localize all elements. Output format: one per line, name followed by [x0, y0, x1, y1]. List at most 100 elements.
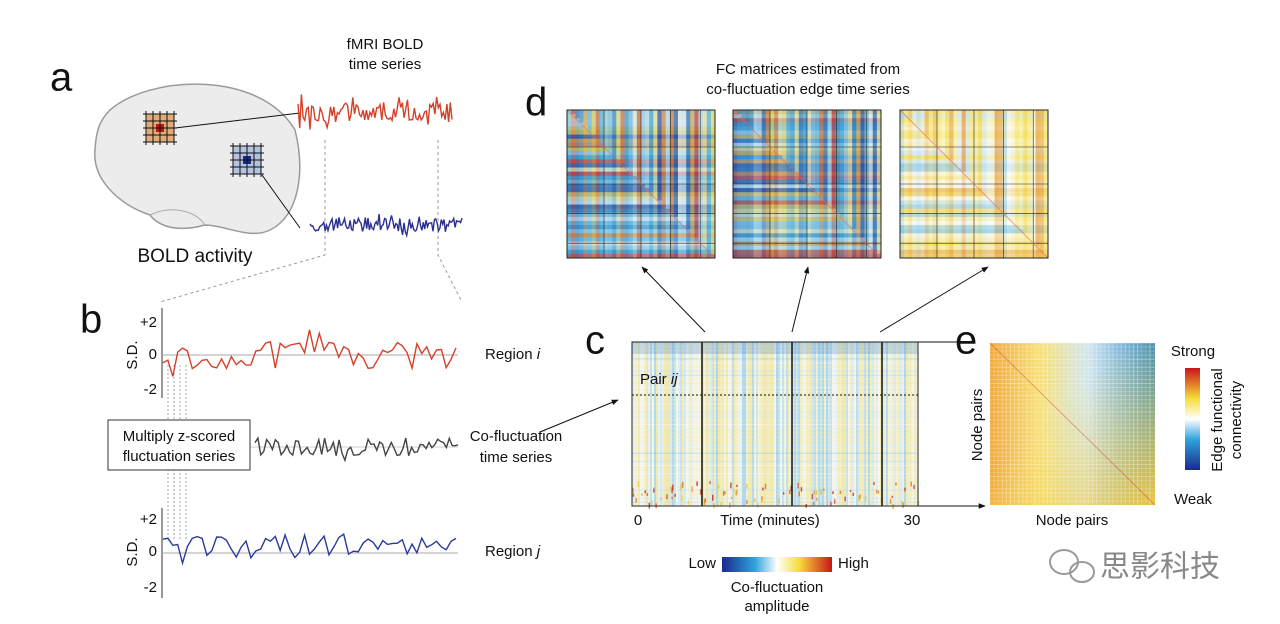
- heatmap-column: [778, 342, 780, 506]
- brain: [94, 83, 301, 235]
- heatmap-column: [784, 342, 786, 506]
- heatmap-bg: [632, 342, 918, 506]
- heatmap-top: [632, 342, 918, 354]
- heatmap-speck: [913, 484, 915, 489]
- heatmap-column: [664, 342, 666, 506]
- heatmap-column: [770, 342, 772, 506]
- heatmap-row: [632, 432, 918, 434]
- heatmap-speck: [820, 489, 822, 495]
- heatmap-column: [862, 342, 864, 506]
- heatmap-speck: [699, 489, 702, 495]
- heatmap-column: [790, 342, 792, 506]
- heatmap-speck: [800, 487, 803, 492]
- heatmap-column: [748, 342, 750, 506]
- heatmap-column: [702, 342, 704, 506]
- heatmap-column: [760, 342, 762, 506]
- heatmap-column: [746, 342, 748, 506]
- heatmap-row: [632, 407, 918, 409]
- heatmap-column: [896, 342, 898, 506]
- panel-label: c: [585, 319, 605, 363]
- matrix-frame: [566, 109, 716, 259]
- brain-fold: [149, 209, 206, 226]
- heatmap-speck: [680, 484, 682, 491]
- heatmap-row: [632, 460, 918, 462]
- matrix-diagonal: [566, 109, 716, 259]
- heatmap-column: [766, 342, 768, 506]
- heatmap-row: [632, 419, 918, 421]
- heatmap-speck: [764, 483, 767, 490]
- heatmap-speck: [729, 502, 731, 508]
- heatmap-column: [798, 342, 800, 506]
- heatmap-column: [834, 342, 836, 506]
- watermark-icon: [1049, 549, 1095, 583]
- heatmap-speck: [653, 489, 655, 493]
- heatmap-row: [632, 415, 918, 417]
- heatmap-row: [632, 485, 918, 487]
- heatmap-row: [632, 440, 918, 442]
- waveform: [309, 213, 463, 239]
- heatmap-speck: [798, 491, 801, 497]
- heatmap-column: [696, 342, 698, 506]
- heatmap-column: [866, 342, 868, 506]
- heatmap-column: [836, 342, 838, 506]
- heatmap-speck: [811, 493, 814, 500]
- heatmap-column: [646, 342, 648, 506]
- heatmap-speck: [875, 489, 878, 494]
- heatmap-row: [632, 465, 918, 466]
- heatmap-speck: [724, 491, 726, 495]
- heatmap-column: [842, 342, 844, 506]
- heatmap-speck: [712, 494, 714, 501]
- heatmap-column: [900, 342, 902, 506]
- heatmap-speck: [778, 498, 780, 503]
- heatmap-column: [720, 342, 722, 506]
- heatmap-row: [632, 501, 918, 503]
- heatmap-column: [758, 342, 760, 506]
- heatmap-column: [864, 342, 866, 506]
- heatmap-speck: [813, 490, 815, 495]
- waveform: [162, 329, 457, 377]
- heatmap-column: [714, 342, 716, 506]
- heatmap-column: [830, 342, 832, 506]
- heatmap-speck: [873, 482, 875, 485]
- heatmap-column: [672, 342, 674, 506]
- heatmap-column: [750, 342, 752, 506]
- heatmap-column: [710, 342, 712, 506]
- heatmap-column: [806, 342, 808, 506]
- arrow: [539, 399, 619, 433]
- heatmap-column: [738, 342, 740, 506]
- tick-label: 0: [149, 543, 157, 560]
- heatmap-speck: [735, 491, 738, 496]
- heatmap-speck: [789, 489, 791, 495]
- heatmap-column: [724, 342, 726, 506]
- x-label: Node pairs: [1036, 512, 1109, 529]
- colorbar-label: Strong: [1171, 343, 1215, 360]
- heatmap-column: [680, 342, 682, 506]
- heatmap-speck: [671, 496, 673, 500]
- panel-label: b: [80, 298, 102, 342]
- heatmap-column: [692, 342, 694, 506]
- heatmap-speck: [674, 493, 676, 497]
- heatmap-speck: [889, 498, 892, 504]
- heatmap-speck: [833, 499, 836, 504]
- heatmap-column: [656, 342, 658, 506]
- tick-label: 0: [149, 346, 157, 363]
- heatmap-column: [666, 342, 668, 506]
- y-label: Node pairs: [969, 389, 986, 462]
- heatmap-column: [874, 342, 876, 506]
- heatmap-column: [822, 342, 824, 506]
- heatmap-column: [634, 342, 636, 506]
- heatmap-speck: [671, 484, 674, 491]
- heatmap-column: [816, 342, 818, 506]
- guide-lines: [167, 365, 187, 540]
- heatmap-row: [632, 448, 918, 450]
- x-tick-label: 0: [634, 512, 642, 529]
- heatmap-column: [814, 342, 816, 506]
- heatmap-column: [762, 342, 764, 506]
- heatmap-column: [898, 342, 900, 506]
- box-text: fluctuation series: [123, 448, 236, 465]
- heatmap-row: [632, 497, 918, 499]
- heatmap-row: [632, 378, 918, 380]
- heatmap-column: [668, 342, 670, 506]
- heatmap-column: [892, 342, 894, 506]
- heatmap-column: [818, 342, 820, 506]
